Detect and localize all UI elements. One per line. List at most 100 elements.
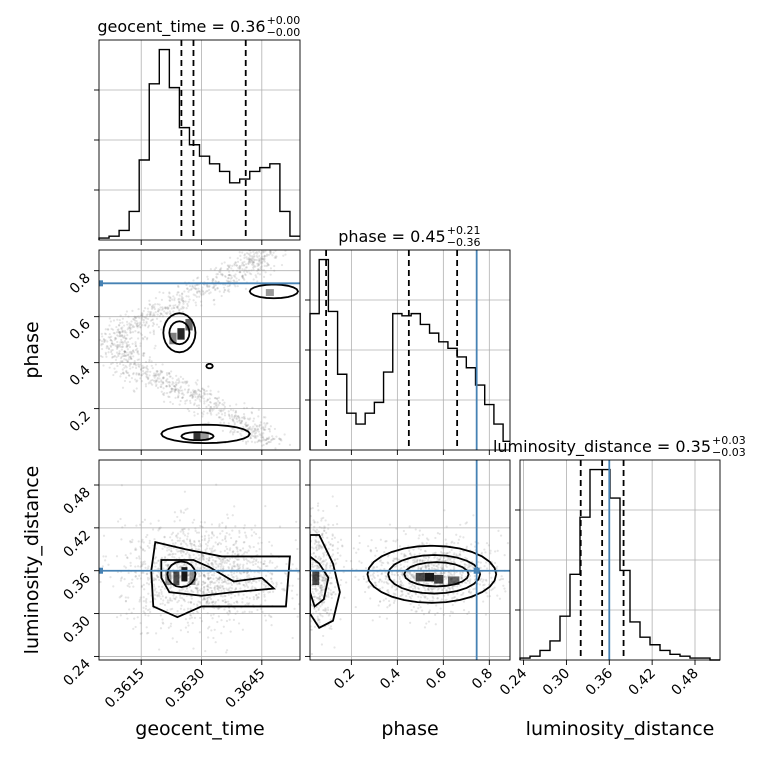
- sample-point: [227, 413, 231, 416]
- sample-point: [210, 589, 213, 592]
- sample-point: [233, 422, 237, 426]
- panel-content: [90, 483, 302, 654]
- sample-point: [300, 588, 302, 590]
- sample-point: [202, 410, 205, 413]
- sample-point: [258, 425, 261, 428]
- sample-point: [248, 258, 251, 261]
- sample-point: [458, 553, 461, 556]
- sample-point: [489, 549, 492, 552]
- sample-point: [319, 558, 322, 562]
- sample-point: [250, 582, 253, 585]
- sample-point: [241, 276, 244, 279]
- sample-point: [227, 600, 230, 603]
- sample-point: [231, 418, 234, 421]
- sample-point: [260, 427, 263, 430]
- sample-point: [233, 543, 236, 546]
- sample-point: [258, 424, 261, 427]
- sample-point: [297, 571, 300, 574]
- sample-point: [317, 618, 321, 621]
- sample-point: [171, 542, 175, 545]
- sample-point: [219, 267, 223, 270]
- sample-point: [263, 562, 266, 565]
- sample-point: [400, 573, 403, 576]
- sample-point: [183, 380, 187, 383]
- sample-point: [125, 376, 128, 379]
- sample-point: [231, 418, 234, 421]
- sample-point: [319, 546, 322, 549]
- sample-point: [217, 589, 220, 592]
- sample-point: [301, 574, 303, 576]
- sample-point: [184, 300, 187, 303]
- sample-point: [201, 580, 205, 583]
- sample-point: [112, 331, 115, 335]
- sample-point: [128, 608, 131, 611]
- sample-point: [115, 331, 119, 334]
- sample-point: [160, 328, 163, 331]
- sample-point: [232, 419, 235, 422]
- sample-point: [436, 566, 440, 569]
- sample-point: [132, 607, 135, 610]
- sample-point: [318, 621, 321, 624]
- sample-point: [201, 557, 204, 560]
- sample-point: [188, 394, 192, 398]
- sample-point: [153, 538, 156, 541]
- sample-point: [174, 388, 177, 392]
- sample-point: [257, 542, 260, 545]
- sample-point: [235, 558, 239, 561]
- sample-point: [255, 258, 258, 262]
- sample-point: [117, 520, 120, 523]
- sample-point: [408, 582, 412, 585]
- sample-point: [262, 562, 265, 566]
- sample-point: [245, 562, 249, 565]
- sample-point: [322, 563, 325, 566]
- sample-point: [205, 602, 208, 605]
- sample-point: [417, 607, 420, 610]
- sample-point: [125, 341, 128, 344]
- sample-point: [233, 264, 236, 267]
- sample-point: [379, 538, 382, 541]
- sample-point: [125, 331, 128, 334]
- sample-point: [113, 338, 116, 341]
- sample-point: [323, 526, 327, 529]
- sample-point: [254, 429, 257, 432]
- sample-point: [198, 398, 201, 401]
- sample-point: [256, 435, 259, 438]
- sample-point: [224, 594, 227, 598]
- sample-point: [218, 409, 221, 412]
- sample-point: [318, 624, 321, 627]
- sample-point: [256, 256, 259, 259]
- sample-point: [183, 534, 187, 537]
- sample-point: [177, 389, 180, 392]
- sample-point: [237, 622, 241, 625]
- x-tick-label: 0.48: [668, 666, 701, 699]
- sample-point: [206, 598, 209, 601]
- sample-point: [263, 560, 266, 563]
- sample-point: [248, 426, 251, 430]
- sample-point: [153, 314, 156, 317]
- sample-point: [339, 583, 342, 587]
- sample-point: [234, 540, 238, 543]
- sample-point: [170, 575, 173, 578]
- sample-point: [262, 251, 265, 254]
- sample-point: [424, 557, 428, 560]
- sample-point: [173, 388, 176, 391]
- sample-point: [210, 601, 214, 604]
- sample-point: [191, 396, 194, 400]
- sample-point: [154, 303, 157, 306]
- sample-point: [163, 310, 166, 313]
- sample-point: [197, 545, 200, 548]
- sample-point: [163, 555, 167, 559]
- sample-point: [257, 592, 260, 595]
- sample-point: [166, 373, 169, 376]
- sample-point: [427, 556, 430, 560]
- sample-point: [224, 540, 228, 543]
- sample-point: [427, 583, 430, 586]
- sample-point: [316, 617, 320, 620]
- sample-point: [373, 576, 376, 580]
- sample-point: [457, 538, 461, 541]
- sample-point: [238, 268, 241, 271]
- sample-point: [246, 427, 250, 431]
- sample-point: [245, 440, 248, 444]
- sample-point: [90, 602, 92, 604]
- sample-point: [413, 558, 416, 561]
